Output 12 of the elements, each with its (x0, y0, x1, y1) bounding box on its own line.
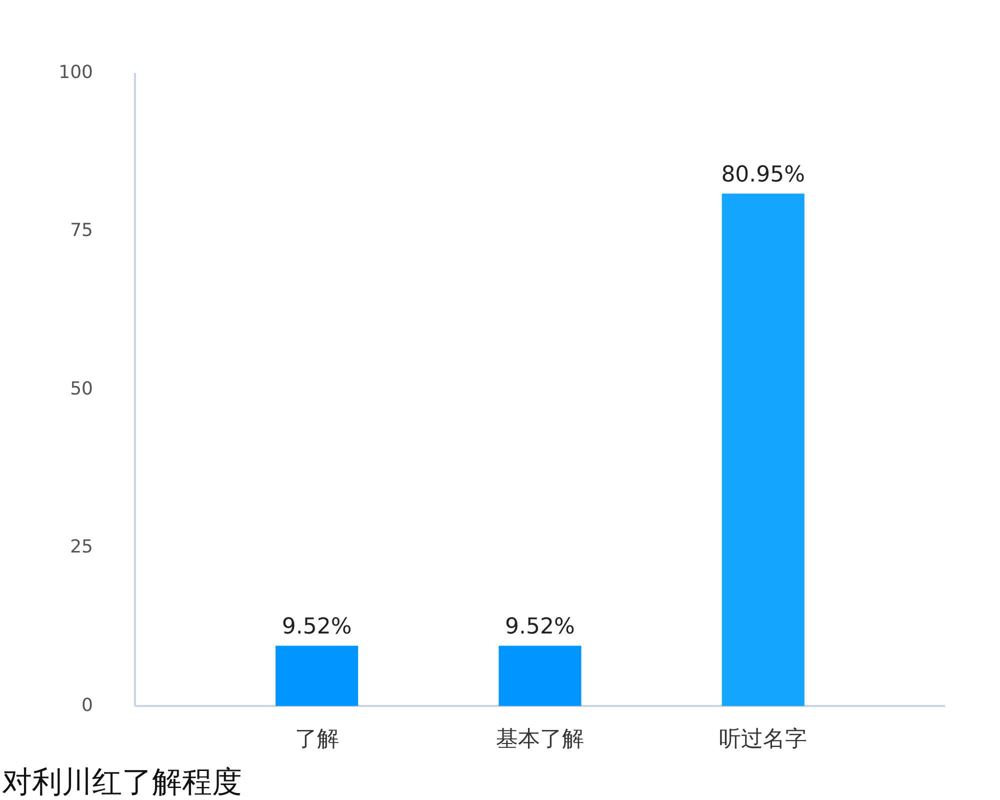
data-label: 9.52% (282, 614, 352, 640)
text: 对利川红了解程度 (2, 765, 242, 800)
y-tick-label: 25 (70, 536, 93, 558)
y-tick-label: 75 (70, 220, 93, 242)
data-label: 80.95% (721, 162, 806, 188)
x-tick-label: 听过名字 (719, 727, 808, 752)
y-tick-label: 100 (58, 62, 93, 83)
x-tick-label: 基本了解 (496, 727, 584, 752)
y-tick-label: 50 (70, 378, 93, 400)
data-label: 9.52% (505, 614, 575, 640)
x-tick-label: 了解 (294, 727, 339, 752)
y-tick-label: 0 (82, 694, 93, 716)
